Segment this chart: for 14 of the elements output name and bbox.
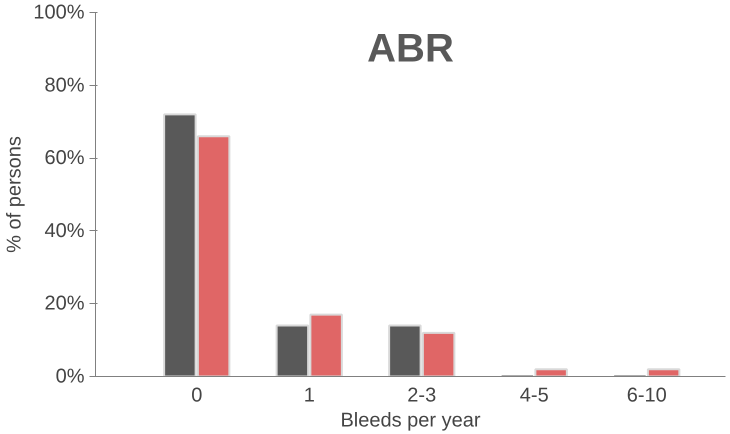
x-axis-title: Bleeds per year	[340, 410, 481, 432]
x-tick-label: 1	[304, 384, 315, 406]
chart-title: ABR	[367, 26, 454, 71]
y-tick-label: 0%	[56, 366, 85, 388]
y-tick-label: 100%	[33, 2, 85, 24]
x-tick-label: 0	[191, 384, 202, 406]
y-tick-label: 20%	[44, 292, 85, 315]
y-tick-label: 40%	[44, 220, 85, 242]
y-tick-label: 80%	[44, 74, 85, 96]
x-tick-label: 4-5	[520, 384, 549, 406]
y-axis-title: % of persons	[3, 136, 26, 253]
x-tick-label: 2-3	[407, 384, 436, 406]
y-tick-label: 60%	[44, 147, 85, 170]
x-tick-label: 6-10	[626, 384, 667, 406]
